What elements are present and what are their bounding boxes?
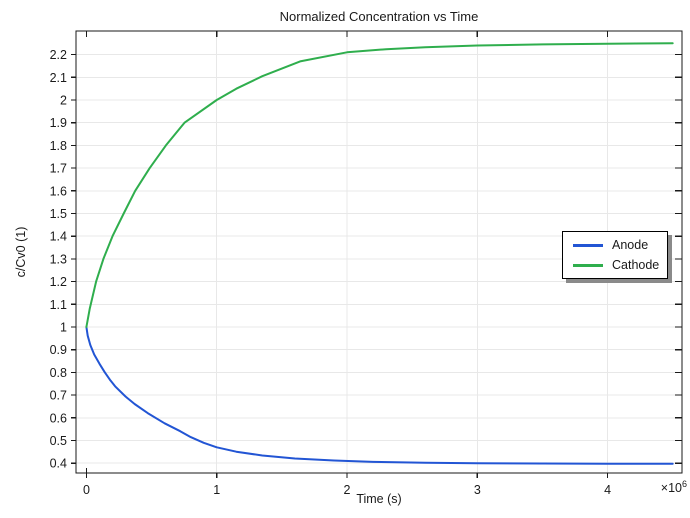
- y-tick-label: 1: [60, 321, 67, 335]
- y-tick-label: 0.5: [50, 434, 67, 448]
- axis-frame: [71, 30, 683, 478]
- y-tick-label: 1.9: [50, 116, 67, 130]
- x-tick-label: 4: [604, 483, 611, 497]
- y-tick-label: 2: [60, 94, 67, 108]
- y-tick-label: 0.8: [50, 366, 67, 380]
- x-axis-label: Time (s): [356, 492, 402, 506]
- series-line-cathode: [85, 42, 674, 328]
- series-line-anode: [85, 326, 674, 465]
- legend-entry-anode: Anode: [563, 235, 667, 255]
- x-axis-multiplier-exponent: 6: [681, 479, 687, 489]
- legend-entry-cathode: Cathode: [563, 255, 667, 275]
- y-tick-label: 1.1: [50, 298, 67, 312]
- cathode-line-swatch: [573, 263, 603, 267]
- y-tick-label: 1.6: [50, 184, 67, 198]
- y-tick-label: 0.9: [50, 343, 67, 357]
- y-tick-label: 1.4: [50, 230, 67, 244]
- x-tick-label: 2: [344, 483, 351, 497]
- anode-line-swatch: [573, 243, 603, 247]
- x-tick-label: 3: [474, 483, 481, 497]
- legend-box: Anode Cathode: [562, 231, 668, 279]
- y-tick-label: 1.3: [50, 252, 67, 266]
- y-tick-label: 0.7: [50, 389, 67, 403]
- legend-label-cathode: Cathode: [612, 258, 660, 272]
- x-tick-label: 0: [83, 483, 90, 497]
- y-tick-label: 0.6: [50, 411, 67, 425]
- tick-labels: 0 1 2 3 4 0.4 0.5 0.6 0.7 0.8 0.9 1 1.1 1.2 1.3 1.4 1.5 1…: [50, 48, 612, 497]
- y-tick-label: 1.7: [50, 162, 67, 176]
- y-tick-label: 2.2: [50, 48, 67, 62]
- x-axis-multiplier: ×106: [661, 479, 687, 495]
- legend-label-anode: Anode: [612, 238, 649, 252]
- y-tick-label: 0.4: [50, 457, 67, 471]
- y-axis-label: c/Cv0 (1): [14, 226, 28, 278]
- y-tick-label: 2.1: [50, 71, 67, 85]
- x-tick-label: 1: [213, 483, 220, 497]
- y-tick-label: 1.2: [50, 275, 67, 289]
- y-tick-label: 1.8: [50, 139, 67, 153]
- gridlines: [76, 31, 682, 473]
- y-tick-label: 1.5: [50, 207, 67, 221]
- x-axis-multiplier-base: ×10: [660, 481, 682, 496]
- chart-title: Normalized Concentration vs Time: [279, 9, 479, 24]
